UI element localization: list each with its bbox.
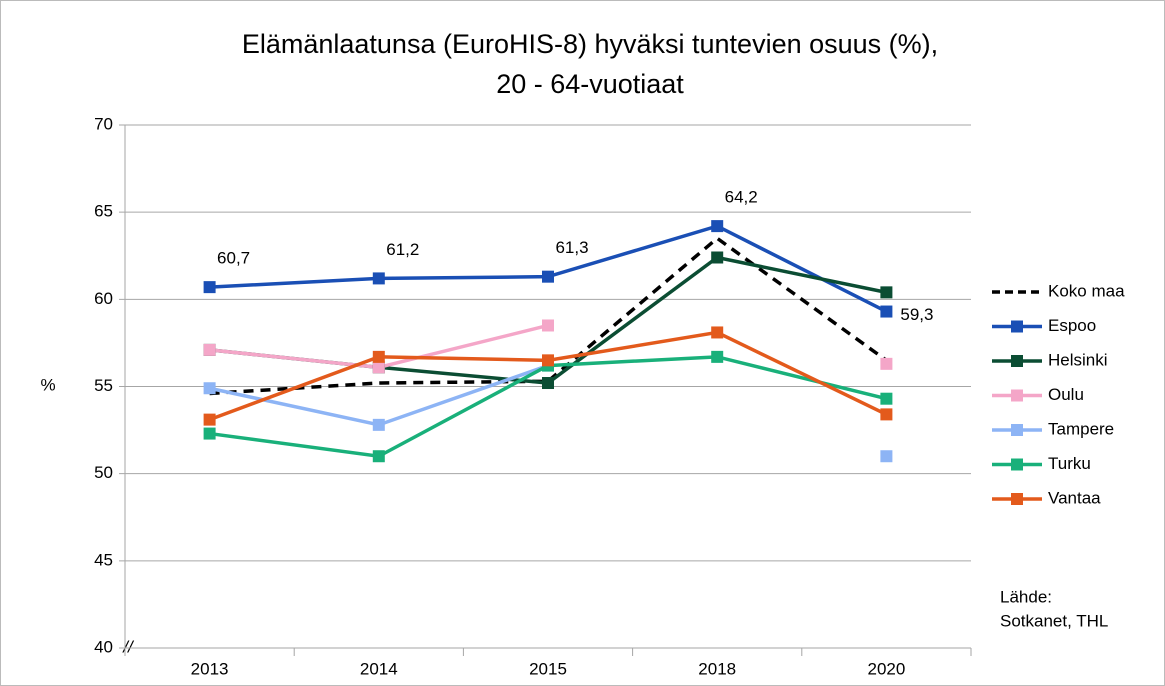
legend-marker [1011, 424, 1023, 436]
marker [880, 450, 893, 463]
data-label: 60,7 [217, 249, 250, 268]
chart-title: 20 - 64-vuotiaat [496, 69, 684, 99]
marker [880, 357, 893, 370]
y-axis-label: % [40, 375, 55, 394]
marker [203, 343, 216, 356]
y-tick-label: 45 [94, 550, 113, 569]
marker [542, 319, 554, 332]
legend-marker [1011, 493, 1023, 505]
marker [372, 418, 385, 431]
marker [711, 220, 724, 233]
y-tick-label: 65 [94, 202, 113, 221]
marker [711, 251, 724, 264]
y-tick-label: 70 [94, 114, 113, 133]
x-tick-label: 2015 [529, 659, 567, 678]
source: Lähde: [1000, 587, 1052, 606]
legend-label: Tampere [1048, 419, 1114, 438]
legend-label: Helsinki [1048, 350, 1108, 369]
marker [880, 408, 893, 421]
marker [880, 392, 893, 405]
x-tick-label: 2013 [191, 659, 229, 678]
source: Sotkanet, THL [1000, 611, 1108, 630]
marker [372, 450, 385, 463]
legend-label: Espoo [1048, 316, 1096, 335]
marker [203, 427, 216, 440]
legend-label: Turku [1048, 454, 1091, 473]
marker [372, 361, 385, 374]
legend-label: Koko maa [1048, 281, 1125, 300]
data-label: 61,3 [555, 238, 588, 257]
legend-label: Vantaa [1048, 488, 1101, 507]
data-label: 61,2 [386, 240, 419, 259]
y-tick-label: 50 [94, 463, 113, 482]
marker [372, 350, 385, 363]
legend-marker [1011, 458, 1023, 471]
marker [880, 305, 893, 318]
marker [542, 354, 554, 367]
chart-title: Elämänlaatunsa (EuroHIS-8) hyväksi tunte… [242, 29, 938, 59]
marker [203, 382, 216, 395]
marker [542, 377, 554, 390]
marker [542, 270, 554, 283]
y-tick-label: 55 [94, 376, 113, 395]
y-tick-label: 40 [94, 637, 113, 656]
marker [203, 413, 216, 426]
series-line [209, 236, 888, 396]
marker [711, 326, 724, 339]
y-tick-label: 60 [94, 289, 113, 308]
marker [203, 281, 216, 294]
legend-marker [1011, 389, 1023, 402]
legend-marker [1011, 355, 1023, 367]
legend-marker [1011, 320, 1023, 333]
marker [711, 350, 724, 363]
x-tick-label: 2014 [360, 659, 398, 678]
data-label: 64,2 [725, 188, 758, 207]
legend-label: Oulu [1048, 385, 1084, 404]
marker [372, 272, 385, 285]
x-tick-label: 2018 [698, 659, 736, 678]
marker [880, 286, 893, 299]
data-label: 59,3 [900, 305, 933, 324]
x-tick-label: 2020 [867, 659, 905, 678]
